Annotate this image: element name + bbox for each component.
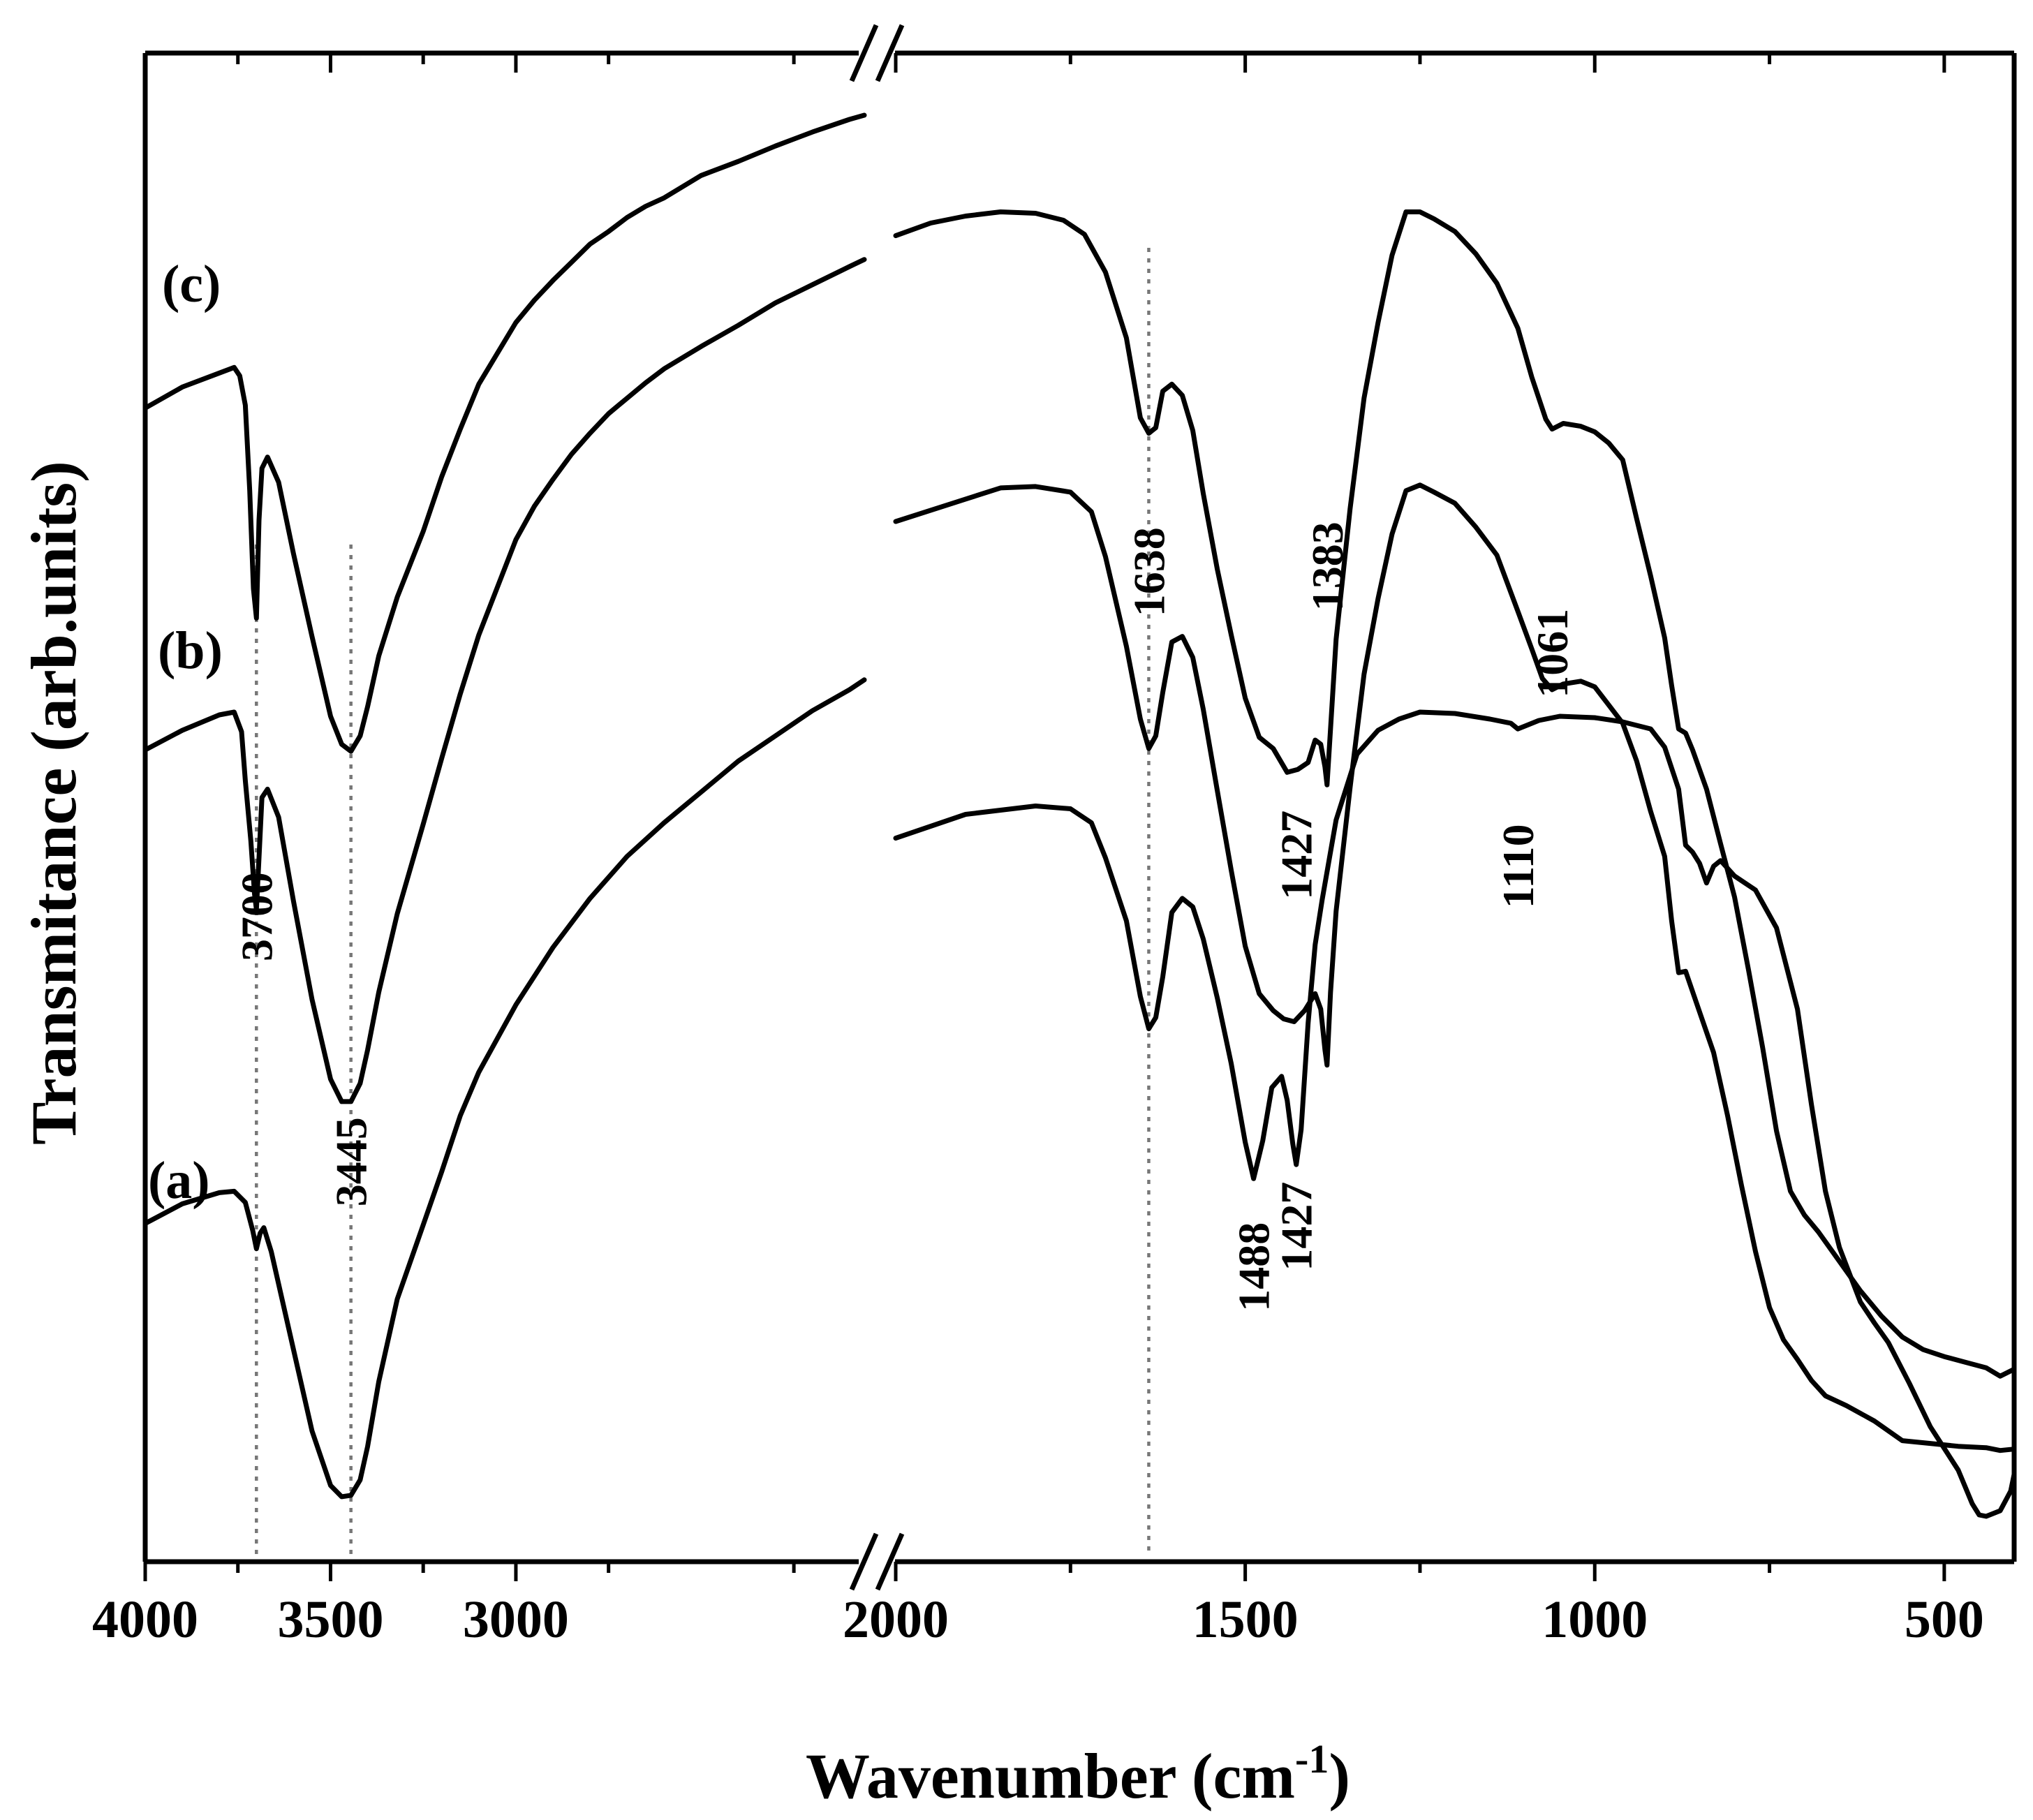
peak-label-1061-5: 1061 bbox=[1528, 609, 1577, 698]
peak-label-1638-2: 1638 bbox=[1125, 527, 1174, 616]
x-tick-label-500: 500 bbox=[1905, 1590, 1984, 1649]
series-labels: (c) (b) (a) bbox=[148, 255, 223, 1210]
series-c-line-part-2 bbox=[893, 209, 2017, 1379]
x-tick-label-3000: 3000 bbox=[463, 1590, 569, 1649]
peak-label-3445-1: 3445 bbox=[327, 1117, 376, 1206]
reference-lines bbox=[255, 248, 1151, 1555]
axis-break-top-slash-2 bbox=[875, 24, 905, 82]
x-tick-label-1000: 1000 bbox=[1542, 1590, 1648, 1649]
x-axis-tick-labels: 4000 3500 3000 2000 1500 1000 500 bbox=[92, 1590, 1984, 1649]
x-tick-label-4000: 4000 bbox=[92, 1590, 198, 1649]
x-tick-label-2000: 2000 bbox=[843, 1590, 949, 1649]
series-label-a: (a) bbox=[148, 1151, 210, 1210]
series-b-line-part-1 bbox=[142, 257, 867, 1104]
peak-label-1427-4: 1427 bbox=[1272, 811, 1322, 900]
peak-label-1383-3: 1383 bbox=[1303, 521, 1352, 611]
axis-break-bottom-slash-1 bbox=[849, 1532, 879, 1591]
series-b-line-part-2 bbox=[893, 482, 2017, 1453]
series-group bbox=[142, 112, 2017, 1519]
y-axis-title: Transmitance (arb.units) bbox=[18, 461, 89, 1145]
x-tick-label-3500: 3500 bbox=[277, 1590, 383, 1649]
x-tick-label-1500: 1500 bbox=[1192, 1590, 1299, 1649]
axis-break-marks bbox=[849, 21, 905, 1595]
series-c-line-part-1 bbox=[142, 112, 867, 754]
peak-label-1110-6: 1110 bbox=[1493, 824, 1543, 908]
series-label-b: (b) bbox=[158, 621, 223, 680]
peak-label-3700-0: 3700 bbox=[232, 872, 281, 961]
x-axis-title: Wavenumber (cm-1) bbox=[806, 1736, 1350, 1812]
peak-label-1488-7: 1488 bbox=[1229, 1222, 1279, 1312]
plot-frame bbox=[142, 50, 2017, 1564]
series-a-line-part-2 bbox=[893, 709, 2017, 1519]
series-label-c: (c) bbox=[162, 255, 221, 313]
series-a-line-part-1 bbox=[142, 677, 867, 1500]
x-axis-ticks bbox=[143, 53, 1946, 1581]
axis-break-bottom-slash-2 bbox=[875, 1532, 905, 1591]
peak-label-1427-8: 1427 bbox=[1272, 1182, 1322, 1271]
axis-break-top-slash-1 bbox=[849, 24, 879, 82]
